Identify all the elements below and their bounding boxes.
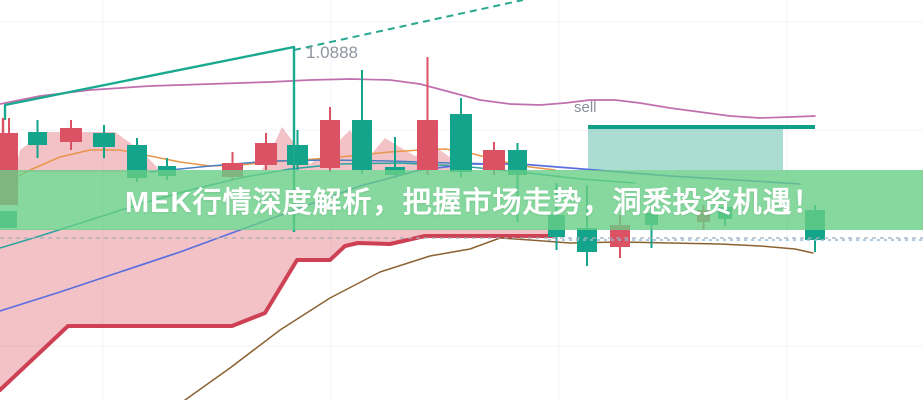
candle-body-down xyxy=(697,210,710,222)
sell-zone-fill xyxy=(588,129,783,170)
candle-body-up xyxy=(352,120,372,170)
candle-body-down xyxy=(417,120,438,170)
candle-body-up xyxy=(28,132,47,145)
band-upper-magenta xyxy=(0,78,816,119)
cloud-bottom xyxy=(0,229,553,390)
candle-body-up xyxy=(158,166,176,176)
price-label: 1.0888 xyxy=(306,43,358,62)
candle-body-down xyxy=(255,143,277,165)
ma-brown xyxy=(184,237,814,400)
candle-body-down xyxy=(60,128,82,142)
sell-label: sell xyxy=(574,99,597,116)
candle-body-up xyxy=(287,145,308,165)
candle-body-up xyxy=(548,215,565,237)
trendline-solid xyxy=(3,45,296,232)
trendline-dashed xyxy=(293,0,524,51)
candle-body-up xyxy=(0,211,17,228)
candle-body-up xyxy=(508,150,527,175)
candle-body-down xyxy=(222,163,243,177)
candle-body-down xyxy=(610,225,630,247)
candle-body-down xyxy=(320,120,340,168)
candle-body-up xyxy=(645,213,658,225)
candle-body-up xyxy=(805,210,825,240)
candle-body-up xyxy=(577,228,597,252)
cloud-edge-line xyxy=(0,234,555,392)
candle-body-up xyxy=(93,133,115,147)
candle-body-down xyxy=(483,150,505,170)
candle-body-up xyxy=(718,207,732,219)
candle-body-up xyxy=(127,145,147,178)
candle-body-up xyxy=(450,114,472,172)
candle-body-up xyxy=(385,167,405,175)
cloud-upper-mid xyxy=(262,127,465,170)
